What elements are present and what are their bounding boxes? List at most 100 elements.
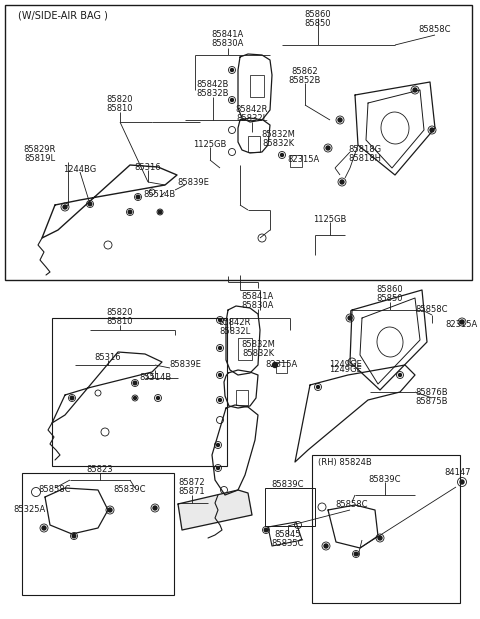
Circle shape — [72, 534, 76, 538]
Circle shape — [338, 118, 342, 122]
Text: 85845: 85845 — [275, 530, 301, 539]
Circle shape — [354, 552, 358, 556]
Text: 85850: 85850 — [305, 19, 331, 28]
Text: 85841A: 85841A — [242, 292, 274, 301]
Text: 85839E: 85839E — [177, 178, 209, 187]
Bar — [5, 5, 472, 280]
Text: 85850: 85850 — [377, 294, 403, 303]
Circle shape — [216, 443, 219, 446]
Text: 85830A: 85830A — [242, 301, 274, 310]
Text: 85852B: 85852B — [289, 76, 321, 85]
Text: 85820: 85820 — [107, 308, 133, 317]
Text: 85832B: 85832B — [197, 89, 229, 98]
Text: 1125GB: 1125GB — [193, 140, 227, 149]
Text: 85858C: 85858C — [39, 485, 71, 494]
Circle shape — [326, 146, 330, 150]
Text: 85871: 85871 — [179, 487, 205, 496]
Text: 85832K: 85832K — [262, 139, 294, 148]
Circle shape — [460, 320, 464, 324]
Bar — [236, 390, 248, 405]
Circle shape — [230, 98, 233, 102]
Bar — [22, 473, 174, 595]
Text: 1125GB: 1125GB — [313, 215, 347, 224]
Circle shape — [280, 154, 284, 157]
Text: 85832L: 85832L — [236, 114, 268, 123]
Text: 85316: 85316 — [95, 353, 121, 362]
Text: 85839E: 85839E — [169, 360, 201, 369]
Text: 85858C: 85858C — [419, 25, 451, 34]
Text: 85819L: 85819L — [24, 154, 56, 163]
Text: 82315A: 82315A — [266, 360, 298, 369]
Bar — [248, 136, 260, 152]
Circle shape — [430, 128, 434, 132]
Text: 85862: 85862 — [292, 67, 318, 76]
Text: 84147: 84147 — [445, 468, 471, 477]
Circle shape — [378, 536, 382, 540]
Circle shape — [460, 480, 464, 484]
Circle shape — [348, 316, 352, 320]
Text: 1249GE: 1249GE — [329, 365, 361, 374]
Bar — [265, 488, 315, 526]
Text: 85820: 85820 — [107, 95, 133, 104]
Text: 85842R: 85842R — [219, 318, 251, 327]
Text: 82315A: 82315A — [288, 155, 320, 164]
Circle shape — [218, 319, 221, 321]
Text: 85823: 85823 — [87, 465, 113, 474]
Text: 85832M: 85832M — [261, 130, 295, 139]
Circle shape — [136, 195, 140, 199]
Circle shape — [218, 373, 221, 376]
Circle shape — [153, 506, 157, 510]
Circle shape — [324, 544, 328, 548]
Text: 85316: 85316 — [135, 163, 161, 172]
Bar — [238, 338, 252, 360]
Text: 85829R: 85829R — [24, 145, 56, 154]
Text: 1244BG: 1244BG — [63, 165, 96, 174]
Circle shape — [133, 381, 137, 385]
Text: 85832L: 85832L — [219, 327, 251, 336]
Bar — [52, 318, 227, 466]
Text: 85839C: 85839C — [369, 475, 401, 484]
Circle shape — [156, 397, 159, 399]
Circle shape — [158, 210, 162, 214]
Text: 85514B: 85514B — [144, 190, 176, 199]
Text: 85514B: 85514B — [139, 373, 171, 382]
Circle shape — [340, 180, 344, 184]
Bar — [250, 75, 264, 97]
Text: (W/SIDE-AIR BAG ): (W/SIDE-AIR BAG ) — [18, 10, 108, 20]
Text: 85875B: 85875B — [416, 397, 448, 406]
Text: 85810: 85810 — [107, 104, 133, 113]
Text: 85842R: 85842R — [236, 105, 268, 114]
Text: 85818H: 85818H — [348, 154, 382, 163]
Bar — [276, 362, 287, 373]
Circle shape — [218, 399, 221, 402]
Circle shape — [264, 528, 268, 532]
Circle shape — [398, 373, 401, 376]
Text: 85818G: 85818G — [348, 145, 382, 154]
Circle shape — [230, 69, 233, 72]
Circle shape — [216, 467, 219, 469]
Text: 85842B: 85842B — [197, 80, 229, 89]
Polygon shape — [178, 490, 252, 530]
Text: 85872: 85872 — [179, 478, 205, 487]
Text: 85860: 85860 — [377, 285, 403, 294]
Bar — [312, 455, 460, 603]
Circle shape — [70, 396, 74, 400]
Text: 85839C: 85839C — [272, 480, 304, 489]
Text: 85835C: 85835C — [272, 539, 304, 548]
Circle shape — [273, 363, 277, 368]
Text: 1249GE: 1249GE — [329, 360, 361, 369]
Circle shape — [413, 88, 417, 92]
Text: 85325A: 85325A — [14, 505, 46, 514]
Circle shape — [128, 210, 132, 214]
Text: 85839C: 85839C — [114, 485, 146, 494]
Text: (RH) 85824B: (RH) 85824B — [318, 458, 372, 467]
Circle shape — [63, 205, 67, 209]
Circle shape — [88, 202, 92, 206]
Text: 85876B: 85876B — [416, 388, 448, 397]
Circle shape — [108, 508, 112, 512]
Circle shape — [316, 386, 320, 389]
Text: 85858C: 85858C — [416, 305, 448, 314]
Text: 85830A: 85830A — [212, 39, 244, 48]
Circle shape — [218, 347, 221, 350]
Text: 85860: 85860 — [305, 10, 331, 19]
